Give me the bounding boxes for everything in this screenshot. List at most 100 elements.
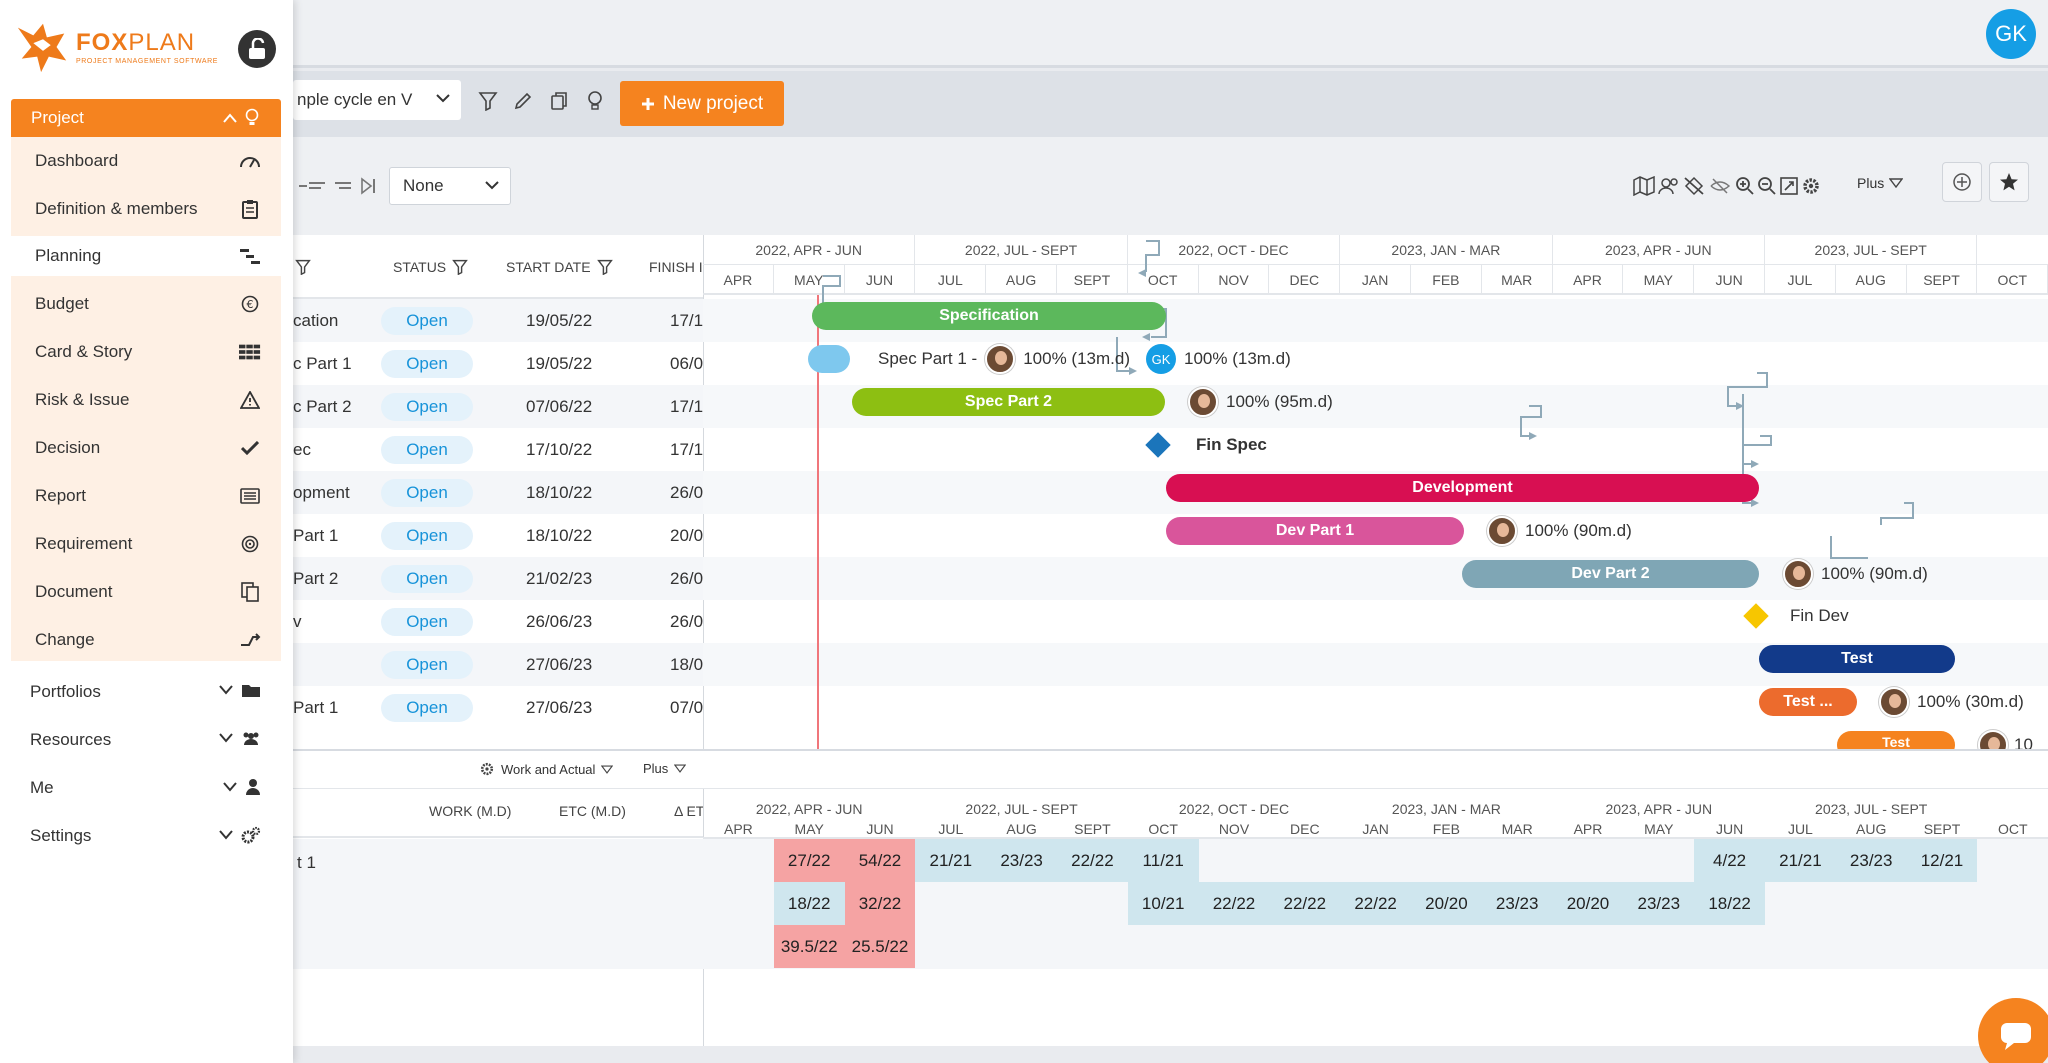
zoom-in-icon[interactable] [1734, 175, 1756, 197]
chevron-up-icon[interactable] [223, 113, 237, 123]
table-row[interactable]: Open 27/06/23 18/0 [293, 643, 703, 686]
status-badge[interactable]: Open [381, 651, 473, 679]
delta-column-header[interactable]: Δ ET [674, 803, 703, 819]
favorite-button[interactable] [1989, 162, 2029, 202]
resource-cell[interactable]: 23/23 [1835, 839, 1907, 882]
settings-gear-icon[interactable] [1800, 175, 1822, 197]
task-bar-test-cut[interactable]: Test [1837, 731, 1955, 749]
table-row[interactable]: c Part 1 Open 19/05/22 06/0 [293, 342, 703, 385]
sidebar-item-document[interactable]: Document [11, 572, 281, 612]
resource-cell[interactable]: 20/20 [1552, 882, 1624, 925]
fit-screen-icon[interactable] [1778, 175, 1800, 197]
table-row[interactable]: Part 2 Open 21/02/23 26/0 [293, 557, 703, 600]
resource-cell[interactable]: 32/22 [844, 882, 916, 925]
sidebar-item-planning[interactable]: Planning [11, 236, 281, 276]
assignee-avatar[interactable] [1978, 730, 2008, 749]
sidebar-group-portfolios[interactable]: Portfolios [11, 672, 281, 712]
resource-cell[interactable]: 22/22 [1269, 882, 1341, 925]
skip-end-icon[interactable] [357, 175, 379, 197]
resource-cell[interactable]: 25.5/22 [844, 925, 916, 968]
table-row[interactable]: c Part 2 Open 07/06/22 17/1 [293, 385, 703, 428]
resource-cell[interactable]: 27/22 [773, 839, 845, 882]
lightbulb-icon[interactable] [583, 89, 607, 113]
resource-cell[interactable]: 21/21 [1765, 839, 1836, 882]
resource-cell[interactable]: 20/20 [1411, 882, 1482, 925]
filter-icon[interactable] [476, 89, 500, 113]
plus-menu[interactable]: Plus [1857, 175, 1904, 191]
user-avatar[interactable]: GK [1986, 9, 2036, 59]
resource-cell[interactable]: 39.5/22 [773, 925, 845, 968]
table-row[interactable]: ec Open 17/10/22 17/1 [293, 428, 703, 471]
align-icon[interactable] [306, 175, 328, 197]
chevron-down-icon[interactable] [219, 733, 233, 743]
sidebar-item-dashboard[interactable]: Dashboard [11, 141, 281, 181]
sidebar-item-report[interactable]: Report [11, 476, 281, 516]
finish-date-header[interactable]: FINISH I [649, 235, 703, 299]
etc-column-header[interactable]: ETC (M.D) [559, 803, 626, 819]
status-badge[interactable]: Open [381, 608, 473, 636]
task-bar-dev-part-1[interactable]: Dev Part 1 [1166, 517, 1464, 545]
task-bar-specification[interactable]: Specification [812, 302, 1166, 330]
sidebar-group-settings[interactable]: Settings [11, 816, 281, 856]
sidebar-group-resources[interactable]: Resources [11, 720, 281, 760]
task-bar-test-part[interactable]: Test ... [1759, 688, 1857, 716]
table-row[interactable]: v Open 26/06/23 26/0 [293, 600, 703, 643]
sidebar-group-me[interactable]: Me [11, 768, 281, 808]
zoom-out-icon[interactable] [1756, 175, 1778, 197]
resource-cell[interactable]: 21/21 [915, 839, 987, 882]
chevron-down-icon[interactable] [223, 782, 237, 792]
status-badge[interactable]: Open [381, 694, 473, 722]
chat-button[interactable] [1978, 998, 2048, 1063]
resource-plus-menu[interactable]: Plus [643, 761, 687, 776]
work-column-header[interactable]: WORK (M.D) [429, 803, 511, 819]
task-bar-test[interactable]: Test [1759, 645, 1955, 673]
sidebar-item-decision[interactable]: Decision [11, 428, 281, 468]
resource-cell[interactable]: 11/21 [1127, 839, 1199, 882]
sidebar-item-requirement[interactable]: Requirement [11, 524, 281, 564]
resource-cell[interactable]: 22/22 [1340, 882, 1411, 925]
users-icon[interactable] [1658, 175, 1680, 197]
status-badge[interactable]: Open [381, 307, 473, 335]
table-row[interactable]: Part 1 Open 27/06/23 07/0 [293, 686, 703, 729]
task-bar-dev-part-2[interactable]: Dev Part 2 [1462, 560, 1759, 588]
new-project-button[interactable]: New project [620, 81, 784, 126]
project-select[interactable]: nple cycle en V [293, 80, 461, 120]
horizontal-scrollbar[interactable] [293, 1046, 2048, 1063]
resource-cell[interactable]: 23/23 [1623, 882, 1695, 925]
status-badge[interactable]: Open [381, 436, 473, 464]
status-badge[interactable]: Open [381, 522, 473, 550]
status-badge[interactable]: Open [381, 350, 473, 378]
chevron-down-icon[interactable] [219, 685, 233, 695]
sidebar-item-budget[interactable]: Budget € [11, 284, 281, 324]
sidebar-item-definition[interactable]: Definition & members [11, 189, 281, 229]
resource-cell[interactable]: 18/22 [1694, 882, 1765, 925]
resource-cell[interactable]: 4/22 [1694, 839, 1765, 882]
status-badge[interactable]: Open [381, 565, 473, 593]
assignee-avatar[interactable] [1487, 516, 1517, 546]
status-badge[interactable]: Open [381, 479, 473, 507]
table-row[interactable]: opment Open 18/10/22 26/0 [293, 471, 703, 514]
outdent-icon[interactable] [293, 175, 315, 197]
sidebar-item-card-story[interactable]: Card & Story [11, 332, 281, 372]
resource-cell[interactable]: 10/21 [1127, 882, 1199, 925]
task-bar-spec-part-1[interactable] [808, 345, 850, 373]
assignee-avatar[interactable] [1188, 387, 1218, 417]
task-bar-spec-part-2[interactable]: Spec Part 2 [852, 388, 1165, 416]
indent-icon[interactable] [332, 175, 354, 197]
resource-cell[interactable]: 12/21 [1906, 839, 1978, 882]
lock-sidebar-button[interactable] [238, 30, 276, 68]
menu-project[interactable]: Project [11, 99, 281, 137]
task-bar-development[interactable]: Development [1166, 474, 1759, 502]
filter-icon[interactable] [452, 259, 468, 275]
start-date-header[interactable]: START DATE [506, 235, 613, 299]
map-icon[interactable] [1633, 175, 1655, 197]
status-badge[interactable]: Open [381, 393, 473, 421]
status-header[interactable]: STATUS [393, 235, 468, 299]
resource-row[interactable]: t 1 [293, 839, 703, 969]
add-task-button[interactable] [1942, 162, 1982, 202]
edit-icon[interactable] [511, 89, 535, 113]
resource-cell[interactable]: 23/23 [1481, 882, 1553, 925]
resource-cell[interactable]: 18/22 [773, 882, 845, 925]
task-filter-icon[interactable] [295, 235, 311, 299]
sidebar-item-change[interactable]: Change [11, 620, 281, 660]
